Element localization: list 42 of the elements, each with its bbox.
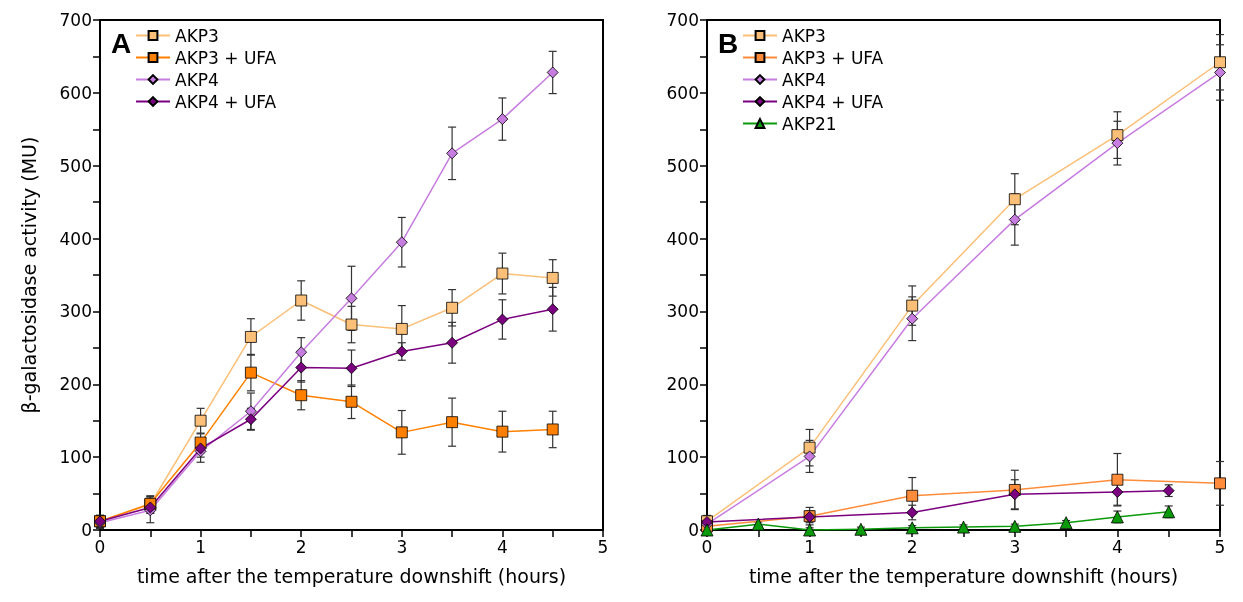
y-tick-label: 400 [59, 228, 92, 249]
chart-title: A [111, 27, 132, 59]
legend-label: AKP3 [175, 25, 219, 46]
y-tick-label: 200 [59, 374, 92, 395]
legend-label: AKP3 [782, 25, 826, 46]
y-tick-label: 300 [666, 301, 699, 322]
legend-label: AKP3 + UFA [782, 47, 884, 68]
x-tick-label: 3 [396, 536, 408, 557]
x-tick-label: 2 [295, 536, 307, 557]
legend-label: AKP3 + UFA [175, 47, 277, 68]
y-tick-label: 400 [666, 228, 699, 249]
y-tick-label: 500 [59, 155, 92, 176]
x-tick-label: 4 [1111, 536, 1123, 557]
x-tick-label: 4 [496, 536, 508, 557]
legend-label: AKP4 [175, 69, 219, 90]
y-axis-title: β-galactosidase activity (MU) [17, 136, 40, 414]
x-tick-label: 0 [94, 536, 106, 557]
x-tick-label: 1 [804, 536, 816, 557]
legend-label: AKP4 + UFA [175, 91, 277, 112]
y-tick-label: 700 [59, 10, 92, 30]
x-tick-label: 3 [1009, 536, 1021, 557]
y-tick-label: 100 [59, 447, 92, 468]
x-axis-title: time after the temperature downshift (hours) [748, 564, 1179, 587]
y-tick-label: 0 [688, 520, 699, 540]
x-tick-label: 5 [597, 536, 609, 557]
y-tick-label: 500 [666, 155, 699, 176]
x-tick-label: 5 [1214, 536, 1226, 557]
x-tick-label: 1 [195, 536, 207, 557]
legend-label: AKP4 + UFA [782, 91, 884, 112]
y-tick-label: 0 [81, 520, 92, 540]
y-tick-label: 700 [666, 10, 699, 30]
y-tick-label: 300 [59, 301, 92, 322]
y-tick-label: 600 [59, 82, 92, 103]
y-tick-label: 200 [666, 374, 699, 395]
x-tick-label: 2 [906, 536, 918, 557]
y-tick-label: 600 [666, 82, 699, 103]
x-tick-label: 0 [701, 536, 713, 557]
chart-title: B [718, 27, 739, 59]
legend-label: AKP4 [782, 69, 826, 90]
x-axis-title: time after the temperature downshift (hours) [136, 564, 567, 587]
legend-label: AKP21 [782, 113, 837, 134]
y-tick-label: 100 [666, 447, 699, 468]
